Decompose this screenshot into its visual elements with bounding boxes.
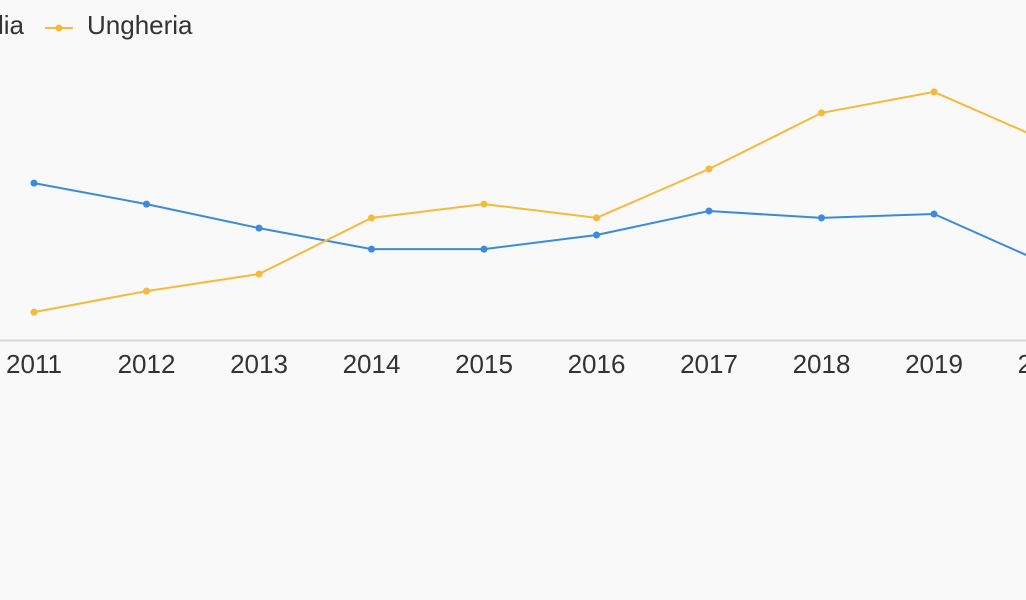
data-point xyxy=(255,270,263,278)
x-tick-label: 2017 xyxy=(680,349,738,379)
series-line xyxy=(33,182,1026,257)
x-tick-label: 2011 xyxy=(6,349,62,379)
legend-label: Italia xyxy=(0,10,25,40)
data-point xyxy=(368,245,375,253)
data-point xyxy=(480,245,488,253)
x-tick-label: 2019 xyxy=(905,349,963,379)
data-point xyxy=(368,214,375,222)
x-tick-label: 2018 xyxy=(793,349,851,379)
legend-marker xyxy=(55,24,63,32)
data-point xyxy=(705,207,713,215)
data-point xyxy=(143,200,150,208)
x-tick-label: 2014 xyxy=(343,349,401,379)
x-tick-label: 2016 xyxy=(568,349,626,379)
data-point xyxy=(930,210,938,218)
data-point xyxy=(593,231,600,239)
x-tick-label: 2013 xyxy=(230,349,288,379)
legend-label: Ungheria xyxy=(87,10,193,40)
data-point xyxy=(593,214,600,222)
data-point xyxy=(705,165,713,173)
data-point xyxy=(818,214,825,222)
data-point xyxy=(255,224,263,232)
data-point xyxy=(30,179,38,187)
data-point xyxy=(143,287,150,295)
x-tick-label: 2020 xyxy=(1018,349,1026,379)
data-point xyxy=(30,308,38,316)
x-tick-label: 2015 xyxy=(455,349,513,379)
x-tick-label: 2012 xyxy=(118,349,176,379)
data-point xyxy=(818,109,825,117)
data-point xyxy=(930,88,938,96)
series-line xyxy=(33,90,1026,314)
data-point xyxy=(480,200,488,208)
